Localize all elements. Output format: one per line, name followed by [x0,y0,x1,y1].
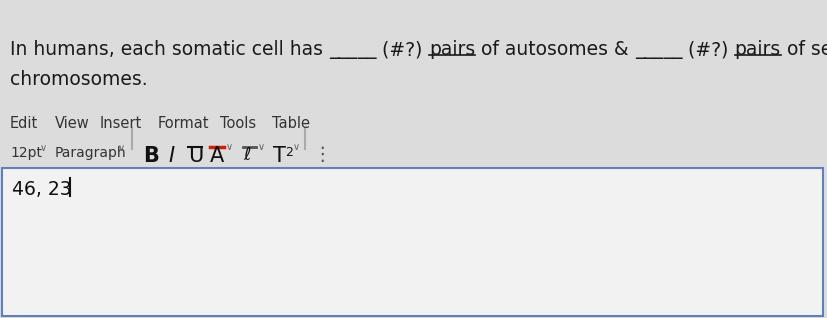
Text: A: A [210,146,224,166]
Text: Insert: Insert [100,116,142,131]
Text: Tools: Tools [220,116,256,131]
Text: In humans, each somatic cell has: In humans, each somatic cell has [10,40,329,59]
Text: ∨: ∨ [293,142,300,152]
Text: ∨: ∨ [226,142,233,152]
Text: ∨: ∨ [118,143,125,153]
Text: T: T [273,146,286,166]
Text: of sex: of sex [781,40,827,59]
Text: pairs: pairs [734,40,781,59]
FancyBboxPatch shape [0,0,827,170]
Text: ℓ: ℓ [243,146,251,164]
Text: ∨: ∨ [40,143,47,153]
Text: I: I [168,146,174,166]
Text: ⋮: ⋮ [312,145,332,164]
Text: 46, 23: 46, 23 [12,180,72,199]
Text: _____: _____ [635,40,682,59]
Text: B: B [143,146,159,166]
Text: Format: Format [158,116,209,131]
Text: (#?): (#?) [682,40,734,59]
Text: 12pt: 12pt [10,146,42,160]
Text: Paragraph: Paragraph [55,146,127,160]
Text: Table: Table [272,116,310,131]
Text: chromosomes.: chromosomes. [10,70,148,89]
Text: U: U [188,146,203,166]
Text: (#?): (#?) [376,40,429,59]
Text: 2: 2 [285,146,293,159]
Text: of autosomes &: of autosomes & [476,40,635,59]
FancyBboxPatch shape [2,168,823,316]
Text: ∨: ∨ [258,142,265,152]
Text: _____: _____ [329,40,376,59]
Text: pairs: pairs [429,40,476,59]
Text: View: View [55,116,90,131]
Text: Edit: Edit [10,116,38,131]
